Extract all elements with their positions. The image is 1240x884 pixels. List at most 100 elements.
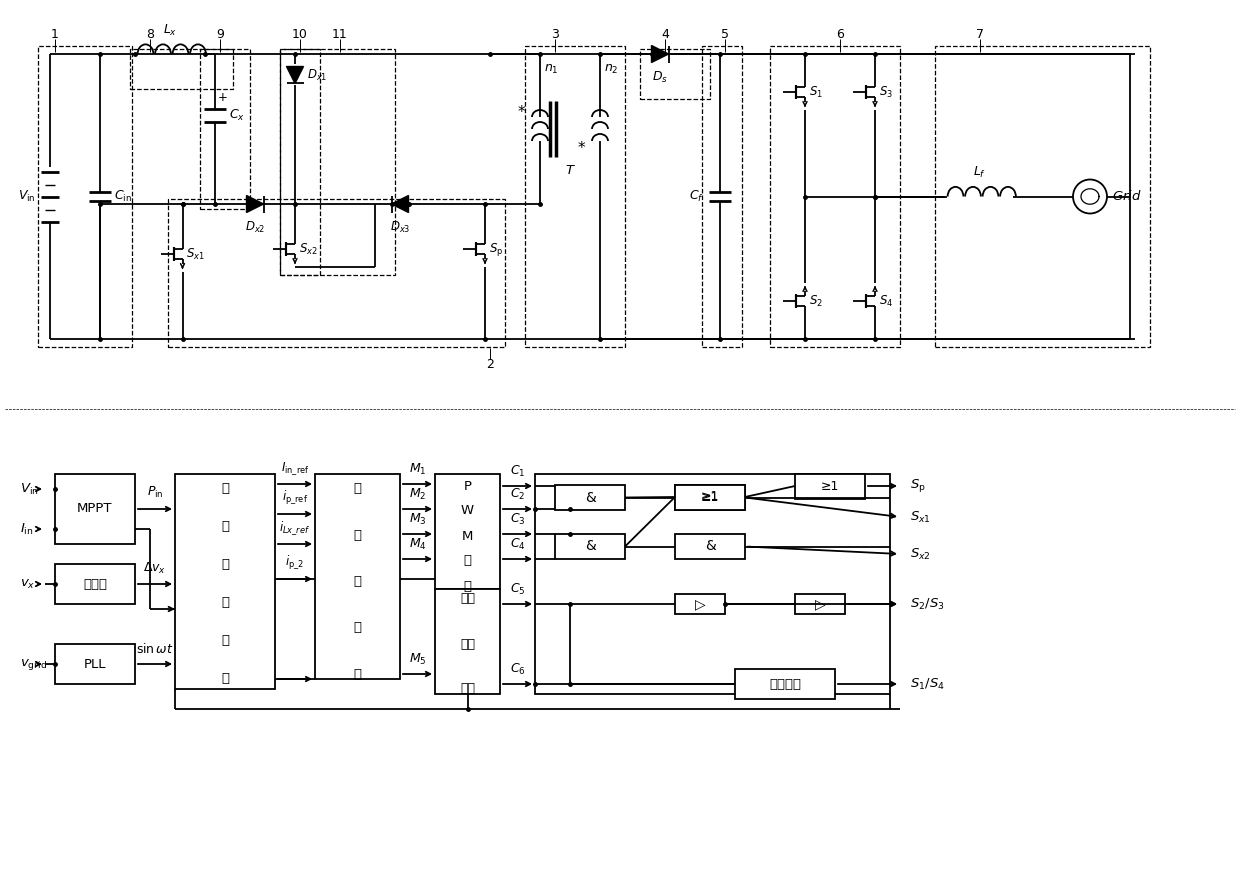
Text: $M_1$: $M_1$ [409,462,427,477]
Text: $C_{\rm in}$: $C_{\rm in}$ [114,189,131,204]
Text: $i_{Lx\_ref}$: $i_{Lx\_ref}$ [279,519,310,537]
Text: $\sin\omega t$: $\sin\omega t$ [136,642,174,656]
Bar [795,594,844,614]
Text: W: W [461,505,474,517]
Text: $I_{\rm in\_ref}$: $I_{\rm in\_ref}$ [280,461,309,477]
Text: $S_1$: $S_1$ [808,85,823,100]
Text: $M_5$: $M_5$ [409,652,427,667]
Bar [55,474,135,544]
Text: $i_{\rm p\_2}$: $i_{\rm p\_2}$ [285,554,305,572]
Bar [675,485,745,510]
Text: $v_{\rm grid}$: $v_{\rm grid}$ [20,657,47,672]
Circle shape [1073,179,1107,214]
Text: $L_x$: $L_x$ [162,23,177,38]
Bar [315,474,401,679]
Text: $D_s$: $D_s$ [652,70,668,85]
Text: $V_{\rm in}$: $V_{\rm in}$ [19,189,36,204]
Bar [525,46,625,347]
Bar [534,474,890,694]
Text: 成: 成 [353,667,362,681]
Text: 4: 4 [661,27,668,41]
Text: $M_2$: $M_2$ [409,487,427,502]
Text: $S_1/S_4$: $S_1/S_4$ [910,676,945,691]
Text: 电压环: 电压环 [83,577,107,591]
Text: ≥1: ≥1 [701,491,719,504]
Text: 模: 模 [464,554,471,568]
Text: $C_4$: $C_4$ [510,537,526,552]
Text: 制: 制 [353,529,362,542]
Text: $I_{\rm in}$: $I_{\rm in}$ [20,522,33,537]
Text: $n_2$: $n_2$ [604,63,619,75]
Text: $D_{x2}$: $D_{x2}$ [244,220,265,235]
Text: $V_{\rm in}$: $V_{\rm in}$ [20,482,38,497]
Text: 11: 11 [332,27,348,41]
Text: &: & [584,491,595,505]
Text: 3: 3 [551,27,559,41]
Text: 流: 流 [221,521,229,534]
Text: $S_4$: $S_4$ [879,293,893,309]
Bar [770,46,900,347]
Text: $D_{x1}$: $D_{x1}$ [308,67,327,82]
Text: &: & [584,539,595,553]
Text: $D_{x3}$: $D_{x3}$ [389,220,410,235]
Text: $C_3$: $C_3$ [510,512,526,527]
Text: 9: 9 [216,27,224,41]
Polygon shape [247,195,263,212]
Text: $P_{\rm in}$: $P_{\rm in}$ [146,485,164,500]
Bar [175,474,275,689]
Text: $S_{x2}$: $S_{x2}$ [910,546,931,561]
Text: 8: 8 [146,27,154,41]
Text: ▷: ▷ [694,597,706,611]
Text: 过零: 过零 [460,592,475,606]
Bar [556,534,625,559]
Text: M: M [461,530,474,543]
Text: $S_3$: $S_3$ [879,85,893,100]
Text: 6: 6 [836,27,844,41]
Text: 7: 7 [976,27,985,41]
Text: $L_f$: $L_f$ [973,165,987,180]
Bar [675,534,745,559]
Text: 模块: 模块 [460,682,475,696]
Bar [435,474,500,589]
Text: 成: 成 [221,673,229,685]
Text: $C_x$: $C_x$ [229,108,246,123]
Text: $C_5$: $C_5$ [510,582,526,597]
Text: $C_1$: $C_1$ [510,464,526,479]
Text: 比较: 比较 [460,637,475,651]
Text: 逻辑电路: 逻辑电路 [769,677,801,690]
Bar [675,484,745,509]
Bar [935,46,1149,347]
Text: 1: 1 [51,27,60,41]
Text: $S_{x1}$: $S_{x1}$ [910,509,931,524]
Bar [130,49,233,89]
Text: &: & [704,539,715,553]
Text: 准: 准 [221,597,229,609]
Bar [795,474,866,499]
Text: P: P [464,479,471,492]
Text: 生: 生 [221,635,229,647]
Text: +: + [218,91,228,104]
Bar [735,669,835,699]
Text: $C_2$: $C_2$ [510,487,526,502]
Text: MPPT: MPPT [77,502,113,515]
Text: 基: 基 [221,559,229,571]
Text: $S_{x1}$: $S_{x1}$ [186,247,206,262]
Text: $C_6$: $C_6$ [510,662,526,677]
Text: 块: 块 [464,580,471,592]
Text: $i_{\rm p\_ref}$: $i_{\rm p\_ref}$ [281,489,308,507]
Bar [200,49,250,209]
Text: 5: 5 [720,27,729,41]
Text: $*$: $*$ [517,103,527,118]
Text: $T$: $T$ [564,164,575,177]
Text: $M_4$: $M_4$ [409,537,427,552]
Bar [167,199,505,347]
Text: $S_2$: $S_2$ [808,293,823,309]
Text: $S_{\rm p}$: $S_{\rm p}$ [489,240,503,257]
Polygon shape [651,45,668,63]
Bar [640,49,711,99]
Text: $*$: $*$ [578,140,587,155]
Bar [55,564,135,604]
Text: $S_{x2}$: $S_{x2}$ [299,241,317,256]
Text: PLL: PLL [84,658,107,670]
Bar [280,49,396,275]
